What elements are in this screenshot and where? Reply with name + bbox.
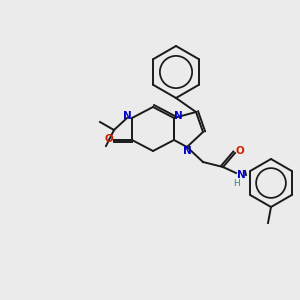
Text: O: O	[105, 134, 113, 144]
Text: N: N	[183, 146, 191, 156]
Text: N: N	[237, 170, 245, 180]
Text: N: N	[123, 111, 131, 121]
Text: H: H	[234, 178, 240, 188]
Text: O: O	[236, 146, 244, 156]
Text: N: N	[174, 111, 182, 121]
